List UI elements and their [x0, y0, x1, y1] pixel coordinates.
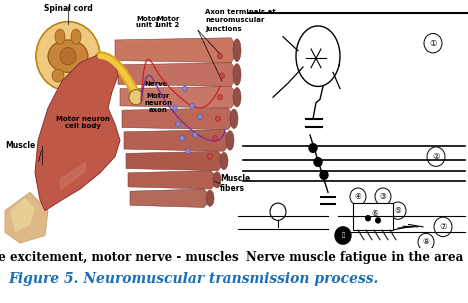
- Text: Axon terminals at: Axon terminals at: [205, 9, 276, 15]
- Circle shape: [215, 116, 220, 122]
- Circle shape: [176, 122, 181, 127]
- Text: ⑥: ⑥: [372, 209, 379, 218]
- Text: Nerve muscle fatigue in the area: Nerve muscle fatigue in the area: [246, 251, 464, 264]
- Text: neuromuscular: neuromuscular: [205, 17, 264, 23]
- Circle shape: [219, 73, 225, 78]
- Text: unit 2: unit 2: [156, 22, 180, 28]
- Polygon shape: [120, 86, 239, 108]
- Polygon shape: [126, 151, 226, 171]
- Circle shape: [180, 135, 184, 141]
- Text: ⑦: ⑦: [439, 222, 447, 231]
- Ellipse shape: [220, 152, 228, 170]
- Text: ③: ③: [380, 192, 387, 201]
- Circle shape: [314, 158, 322, 166]
- Circle shape: [60, 48, 76, 65]
- Ellipse shape: [230, 109, 238, 128]
- Text: Motor: Motor: [156, 16, 180, 22]
- Ellipse shape: [226, 131, 234, 150]
- Text: ⑤: ⑤: [395, 206, 402, 215]
- Circle shape: [185, 148, 190, 154]
- Text: Spinal cord: Spinal cord: [44, 4, 92, 13]
- Circle shape: [36, 22, 100, 91]
- Circle shape: [218, 95, 222, 100]
- FancyBboxPatch shape: [353, 203, 393, 230]
- Polygon shape: [118, 63, 239, 86]
- Text: ⑧: ⑧: [423, 238, 430, 246]
- Polygon shape: [122, 108, 236, 130]
- Circle shape: [320, 171, 328, 179]
- Text: ②: ②: [432, 152, 440, 161]
- Text: ①: ①: [429, 39, 437, 48]
- Text: Motor neuron
cell body: Motor neuron cell body: [56, 115, 110, 128]
- Text: junctions: junctions: [205, 26, 241, 32]
- Circle shape: [212, 135, 218, 141]
- Text: ⑪: ⑪: [341, 233, 344, 238]
- Circle shape: [183, 86, 188, 91]
- Text: Figure 5. Neuromuscular transmission process.: Figure 5. Neuromuscular transmission pro…: [8, 272, 378, 286]
- Circle shape: [309, 144, 317, 152]
- Polygon shape: [130, 189, 212, 208]
- Circle shape: [365, 215, 371, 221]
- Polygon shape: [115, 38, 239, 63]
- Circle shape: [197, 114, 203, 119]
- Circle shape: [207, 154, 212, 159]
- Ellipse shape: [72, 69, 84, 82]
- Ellipse shape: [233, 64, 241, 85]
- Ellipse shape: [233, 88, 241, 107]
- Polygon shape: [5, 192, 48, 243]
- Text: Nerve: Nerve: [144, 81, 168, 87]
- Text: Motor: Motor: [136, 16, 160, 22]
- Circle shape: [173, 105, 177, 111]
- Ellipse shape: [213, 172, 221, 188]
- Text: ④: ④: [355, 192, 361, 201]
- Polygon shape: [124, 130, 232, 151]
- Circle shape: [375, 217, 381, 224]
- Ellipse shape: [233, 39, 241, 62]
- Circle shape: [218, 53, 222, 59]
- Ellipse shape: [52, 69, 64, 82]
- Polygon shape: [35, 54, 120, 211]
- Text: The excitement, motor nerve - muscles: The excitement, motor nerve - muscles: [0, 251, 239, 264]
- Text: Motor
neuron
axon: Motor neuron axon: [144, 93, 172, 113]
- Ellipse shape: [55, 29, 65, 44]
- Circle shape: [192, 132, 197, 138]
- Circle shape: [129, 90, 143, 105]
- Text: Muscle
fibers: Muscle fibers: [220, 174, 250, 193]
- Text: unit 1: unit 1: [136, 22, 160, 28]
- Polygon shape: [128, 171, 219, 189]
- Ellipse shape: [71, 29, 81, 44]
- Ellipse shape: [48, 40, 88, 72]
- Circle shape: [190, 103, 195, 108]
- Ellipse shape: [206, 190, 214, 206]
- Polygon shape: [10, 198, 35, 232]
- Text: Muscle: Muscle: [5, 141, 35, 150]
- Circle shape: [335, 227, 351, 244]
